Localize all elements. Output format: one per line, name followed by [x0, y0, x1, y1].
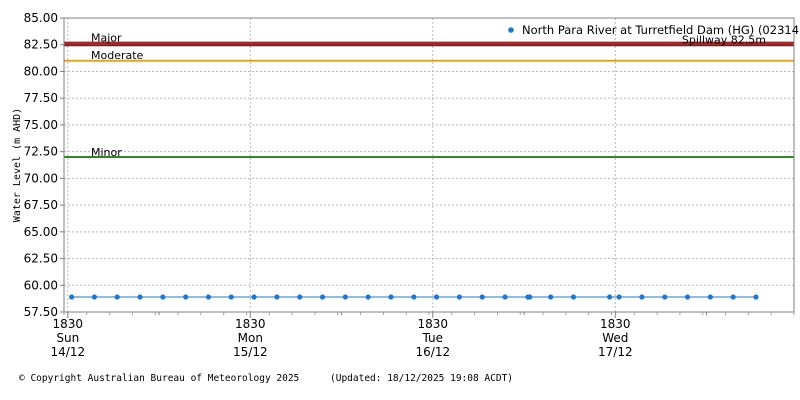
updated-text: (Updated: 18/12/2025 19:08 ACDT) — [330, 373, 514, 384]
y-tick-label: 77.50 — [24, 91, 58, 105]
y-axis-label: Water Level (m AHD) — [12, 108, 23, 222]
y-tick-label: 82.50 — [24, 38, 58, 52]
data-point — [205, 294, 212, 300]
x-tick-day: Wed — [602, 331, 628, 345]
y-tick-label: 60.00 — [24, 278, 58, 292]
data-point — [183, 294, 189, 300]
minor-label: Minor — [91, 146, 122, 159]
data-point — [160, 294, 166, 300]
x-tick-day: Mon — [238, 331, 263, 345]
data-point — [616, 294, 622, 300]
y-tick-label: 75.00 — [24, 118, 58, 132]
data-point — [274, 294, 280, 300]
x-tick-date: 17/12 — [598, 345, 633, 359]
y-tick-label: 65.00 — [24, 225, 58, 239]
y-tick-label: 72.50 — [24, 145, 58, 159]
data-point — [411, 294, 417, 300]
data-point — [479, 294, 485, 300]
x-tick-day: Sun — [56, 331, 79, 345]
data-point — [251, 294, 257, 300]
data-point — [502, 294, 508, 300]
x-tick-time: 1830 — [600, 317, 631, 331]
y-tick-label: 70.00 — [24, 171, 58, 185]
data-point — [388, 294, 394, 300]
y-tick-label: 62.50 — [24, 252, 58, 266]
x-tick-time: 1830 — [53, 317, 84, 331]
x-axis: 1830Sun14/121830Mon15/121830Tue16/121830… — [51, 312, 795, 359]
spillway-label: Spillway 82.5m — [682, 34, 766, 47]
data-point — [548, 294, 554, 300]
x-tick-date: 15/12 — [233, 345, 268, 359]
data-point — [114, 294, 120, 300]
y-tick-label: 80.00 — [24, 64, 58, 78]
data-point — [527, 294, 533, 300]
major-label: Major — [91, 32, 122, 45]
data-point — [730, 294, 736, 300]
x-tick-day: Tue — [422, 331, 444, 345]
legend-entry: North Para River at Turretfield Dam (HG)… — [522, 23, 800, 37]
x-tick-date: 14/12 — [51, 345, 86, 359]
data-point — [707, 294, 713, 300]
y-tick-label: 67.50 — [24, 198, 58, 212]
data-point — [91, 294, 98, 300]
data-point — [69, 294, 75, 300]
x-tick-time: 1830 — [418, 317, 449, 331]
data-series — [69, 294, 759, 300]
data-point — [753, 294, 759, 300]
data-point — [228, 294, 234, 300]
data-point — [319, 294, 326, 300]
data-point — [297, 294, 303, 300]
data-point — [684, 294, 691, 300]
data-point — [639, 294, 645, 300]
data-point — [606, 294, 613, 300]
data-point — [456, 294, 463, 300]
gridlines — [64, 18, 794, 312]
y-tick-label: 85.00 — [24, 11, 58, 25]
data-point — [434, 294, 440, 300]
x-tick-time: 1830 — [235, 317, 266, 331]
data-point — [342, 294, 348, 300]
data-point — [137, 294, 143, 300]
threshold-lines: Major Spillway 82.5m Moderate Minor — [64, 32, 794, 159]
data-point — [570, 294, 577, 300]
x-tick-date: 16/12 — [416, 345, 451, 359]
y-tick-label: 57.50 — [24, 305, 58, 319]
data-point — [365, 294, 371, 300]
data-point — [662, 294, 668, 300]
y-axis: 85.00 82.50 80.00 77.50 75.00 72.50 70.00 67.50… — [12, 11, 64, 319]
copyright-text: © Copyright Australian Bureau of Meteoro… — [19, 373, 300, 384]
moderate-label: Moderate — [91, 49, 144, 62]
legend-marker — [508, 27, 514, 33]
legend: North Para River at Turretfield Dam (HG)… — [508, 23, 800, 37]
